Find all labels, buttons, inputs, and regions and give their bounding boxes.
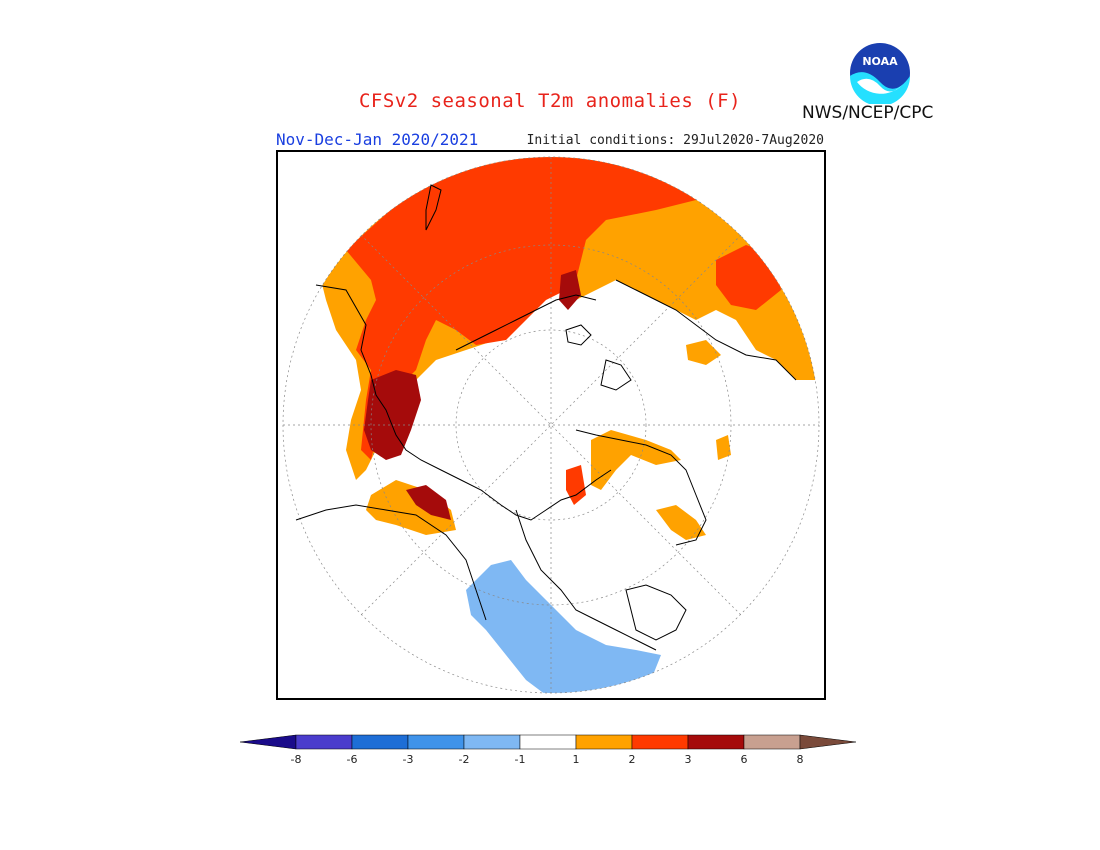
colorbar-segment-high — [799, 734, 857, 750]
colorbar-segment — [519, 734, 577, 750]
logo-text: NOAA — [862, 55, 898, 68]
colorbar-tick-label: 1 — [573, 753, 580, 766]
colorbar-segment — [351, 734, 409, 750]
coastlines — [295, 184, 797, 651]
very-warm-anomaly-region — [364, 370, 421, 460]
colorbar-segment — [575, 734, 633, 750]
anomaly-shading — [316, 157, 819, 693]
colorbar-tick-label: 8 — [797, 753, 804, 766]
forecast-period: Nov-Dec-Jan 2020/2021 — [276, 130, 479, 149]
organization-label: NWS/NCEP/CPC — [802, 103, 934, 123]
colorbar-segment — [687, 734, 745, 750]
initial-conditions: Initial conditions: 29Jul2020-7Aug2020 — [526, 133, 824, 148]
polar-map — [276, 150, 826, 700]
noaa-logo-icon: NOAA — [850, 43, 910, 104]
graticule — [282, 156, 820, 694]
colorbar-segment — [295, 734, 353, 750]
colorbar-tick-label: -8 — [291, 753, 302, 766]
colorbar-tick-label: -2 — [459, 753, 470, 766]
color-legend: -8 -6 -3 -2 -1 1 2 3 6 8 — [240, 734, 857, 766]
strong-warm-anomaly-region — [346, 157, 696, 460]
map-title: CFSv2 seasonal T2m anomalies (F) — [358, 90, 742, 112]
colorbar-tick-label: 2 — [629, 753, 636, 766]
colorbar-segment — [743, 734, 801, 750]
colorbar-segment-low — [240, 734, 297, 750]
colorbar-segment — [407, 734, 465, 750]
colorbar-tick-label: 6 — [741, 753, 748, 766]
colorbar-tick-label: -3 — [403, 753, 414, 766]
colorbar-segment — [631, 734, 689, 750]
colorbar-segment — [463, 734, 521, 750]
colorbar-tick-label: 3 — [685, 753, 692, 766]
cool-anomaly-region — [466, 560, 661, 693]
colorbar-tick-label: -1 — [515, 753, 526, 766]
colorbar-tick-label: -6 — [347, 753, 358, 766]
